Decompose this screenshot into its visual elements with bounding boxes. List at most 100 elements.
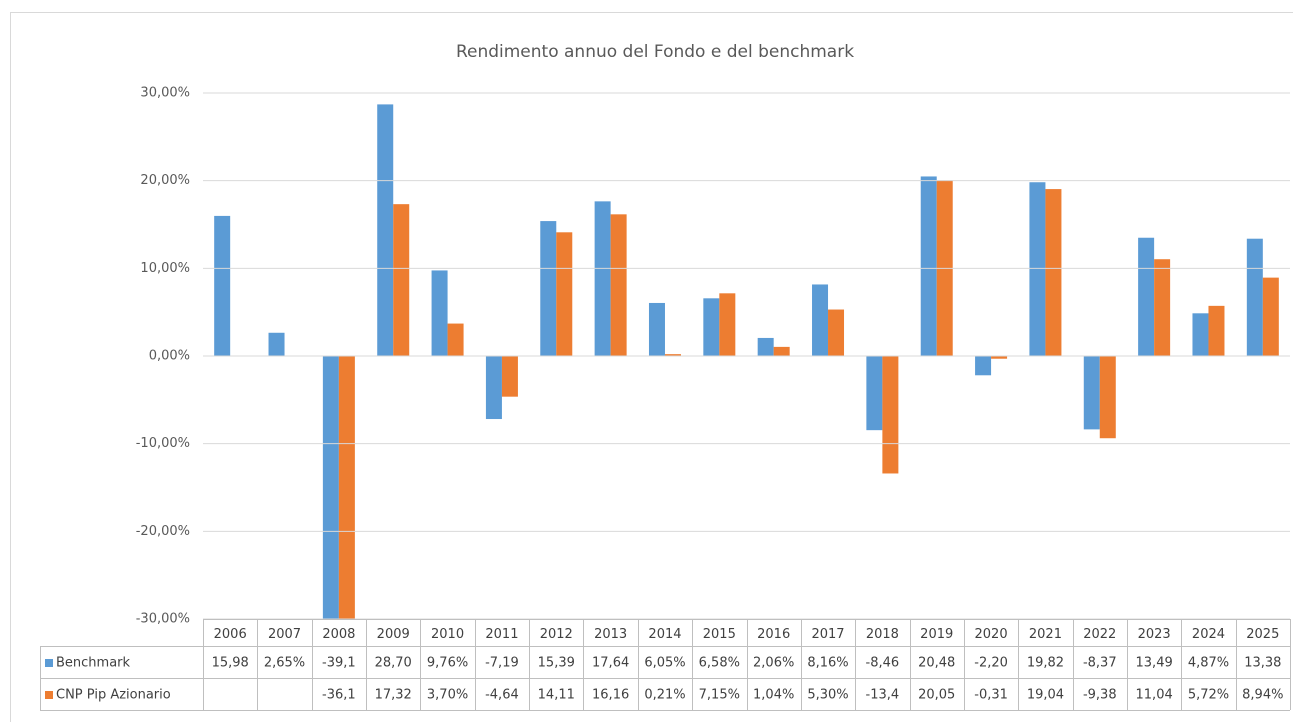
bar [447, 323, 464, 356]
data-label: -9,38 [1083, 688, 1117, 703]
data-label: 3,70% [427, 688, 468, 703]
x-tick-label: 2010 [431, 627, 464, 642]
x-tick-label: 2024 [1192, 627, 1225, 642]
data-label: -39,1 [322, 656, 356, 671]
data-label: 9,76% [427, 656, 468, 671]
bar [501, 356, 518, 397]
bar [393, 204, 410, 356]
data-label: 8,94% [1242, 688, 1283, 703]
data-label: 5,30% [807, 688, 848, 703]
bar [556, 232, 573, 356]
bar [648, 302, 665, 356]
data-label: 19,82 [1027, 656, 1064, 671]
bar [703, 298, 720, 356]
x-tick-label: 2023 [1138, 627, 1171, 642]
bar [322, 356, 339, 619]
x-tick-label: 2016 [757, 627, 790, 642]
y-tick-label: -30,00% [136, 612, 190, 627]
x-tick-label: 2011 [485, 627, 518, 642]
bar [1262, 277, 1279, 356]
bar [882, 356, 899, 474]
bar [866, 356, 883, 431]
legend-label: CNP Pip Azionario [56, 688, 171, 703]
bar [991, 356, 1008, 359]
x-tick-label: 2018 [866, 627, 899, 642]
y-tick-label: 0,00% [149, 349, 190, 364]
data-label: 1,04% [753, 688, 794, 703]
y-tick-label: -10,00% [136, 436, 190, 451]
x-tick-label: 2014 [648, 627, 681, 642]
y-tick-label: 10,00% [140, 261, 190, 276]
data-label: 8,16% [807, 656, 848, 671]
data-label: -8,46 [866, 656, 900, 671]
bar [377, 104, 394, 356]
bar [812, 284, 829, 356]
data-label: 15,39 [538, 656, 575, 671]
x-tick-label: 2017 [811, 627, 844, 642]
data-label: -2,20 [974, 656, 1008, 671]
chart-frame [10, 12, 1293, 722]
data-label: 0,21% [644, 688, 685, 703]
bar [1208, 305, 1225, 356]
data-label: -4,64 [485, 688, 519, 703]
data-label: 13,38 [1244, 656, 1281, 671]
data-label: -0,31 [974, 688, 1008, 703]
data-label: 16,16 [592, 688, 629, 703]
data-label: 6,05% [644, 656, 685, 671]
legend-label: Benchmark [56, 656, 131, 671]
bar [1138, 237, 1155, 356]
bar [268, 332, 285, 356]
bar [719, 293, 736, 356]
data-label: 5,72% [1188, 688, 1229, 703]
data-label: 15,98 [212, 656, 249, 671]
data-label: 2,06% [753, 656, 794, 671]
bar [214, 215, 231, 356]
bar [757, 337, 774, 356]
data-label: -7,19 [485, 656, 519, 671]
x-tick-label: 2021 [1029, 627, 1062, 642]
data-label: 19,04 [1027, 688, 1064, 703]
bar [540, 221, 557, 356]
bar [1083, 356, 1100, 430]
bar [594, 201, 611, 356]
chart-title: Rendimento annuo del Fondo e del benchma… [456, 42, 854, 62]
data-label: 14,11 [538, 688, 575, 703]
bar [1154, 259, 1171, 356]
data-label: 2,65% [264, 656, 305, 671]
bars [214, 104, 1279, 619]
bar [338, 356, 355, 619]
bar [975, 356, 992, 376]
bar [1246, 238, 1263, 356]
x-tick-label: 2009 [377, 627, 410, 642]
data-label: -13,4 [866, 688, 900, 703]
bar [1192, 313, 1209, 356]
data-label: 11,04 [1136, 688, 1173, 703]
data-label: 17,32 [375, 688, 412, 703]
data-label: 20,05 [918, 688, 955, 703]
legend-swatch [45, 691, 53, 699]
data-label: 6,58% [699, 656, 740, 671]
y-tick-label: 20,00% [140, 173, 190, 188]
data-label: -36,1 [322, 688, 356, 703]
x-tick-label: 2020 [975, 627, 1008, 642]
x-tick-label: 2013 [594, 627, 627, 642]
data-label: 4,87% [1188, 656, 1229, 671]
bar [1099, 356, 1116, 439]
x-tick-label: 2019 [920, 627, 953, 642]
data-label: 28,70 [375, 656, 412, 671]
bar [610, 214, 627, 356]
data-label: 20,48 [918, 656, 955, 671]
x-tick-label: 2025 [1246, 627, 1279, 642]
y-tick-label: -20,00% [136, 524, 190, 539]
bar [773, 346, 790, 356]
bar [431, 270, 448, 356]
bar [664, 354, 681, 356]
y-tick-label: 30,00% [140, 86, 190, 101]
data-label: -8,37 [1083, 656, 1117, 671]
x-tick-label: 2012 [540, 627, 573, 642]
bar [1029, 182, 1046, 356]
bar [485, 356, 502, 420]
x-tick-label: 2008 [322, 627, 355, 642]
x-tick-label: 2015 [703, 627, 736, 642]
